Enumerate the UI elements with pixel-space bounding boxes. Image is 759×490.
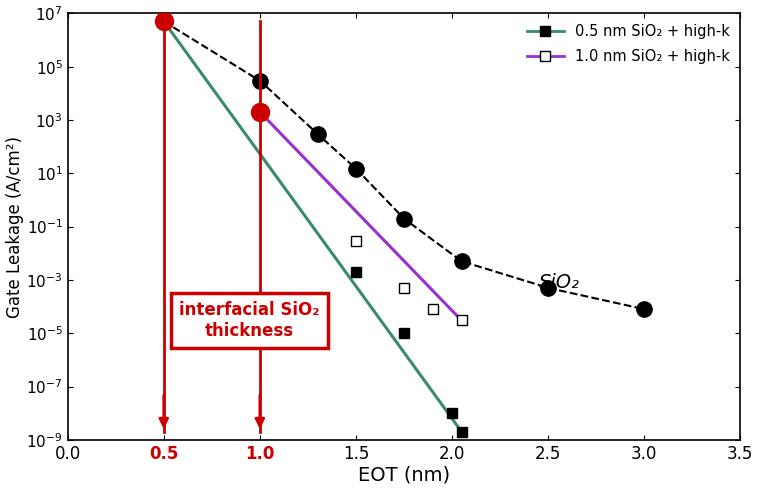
Text: SiO₂: SiO₂ bbox=[538, 273, 579, 292]
Text: interfacial SiO₂
thickness: interfacial SiO₂ thickness bbox=[179, 301, 320, 340]
X-axis label: EOT (nm): EOT (nm) bbox=[358, 466, 450, 485]
Y-axis label: Gate Leakage (A/cm²): Gate Leakage (A/cm²) bbox=[5, 136, 24, 318]
Legend: 0.5 nm SiO₂ + high-k, 1.0 nm SiO₂ + high-k: 0.5 nm SiO₂ + high-k, 1.0 nm SiO₂ + high… bbox=[521, 18, 736, 70]
